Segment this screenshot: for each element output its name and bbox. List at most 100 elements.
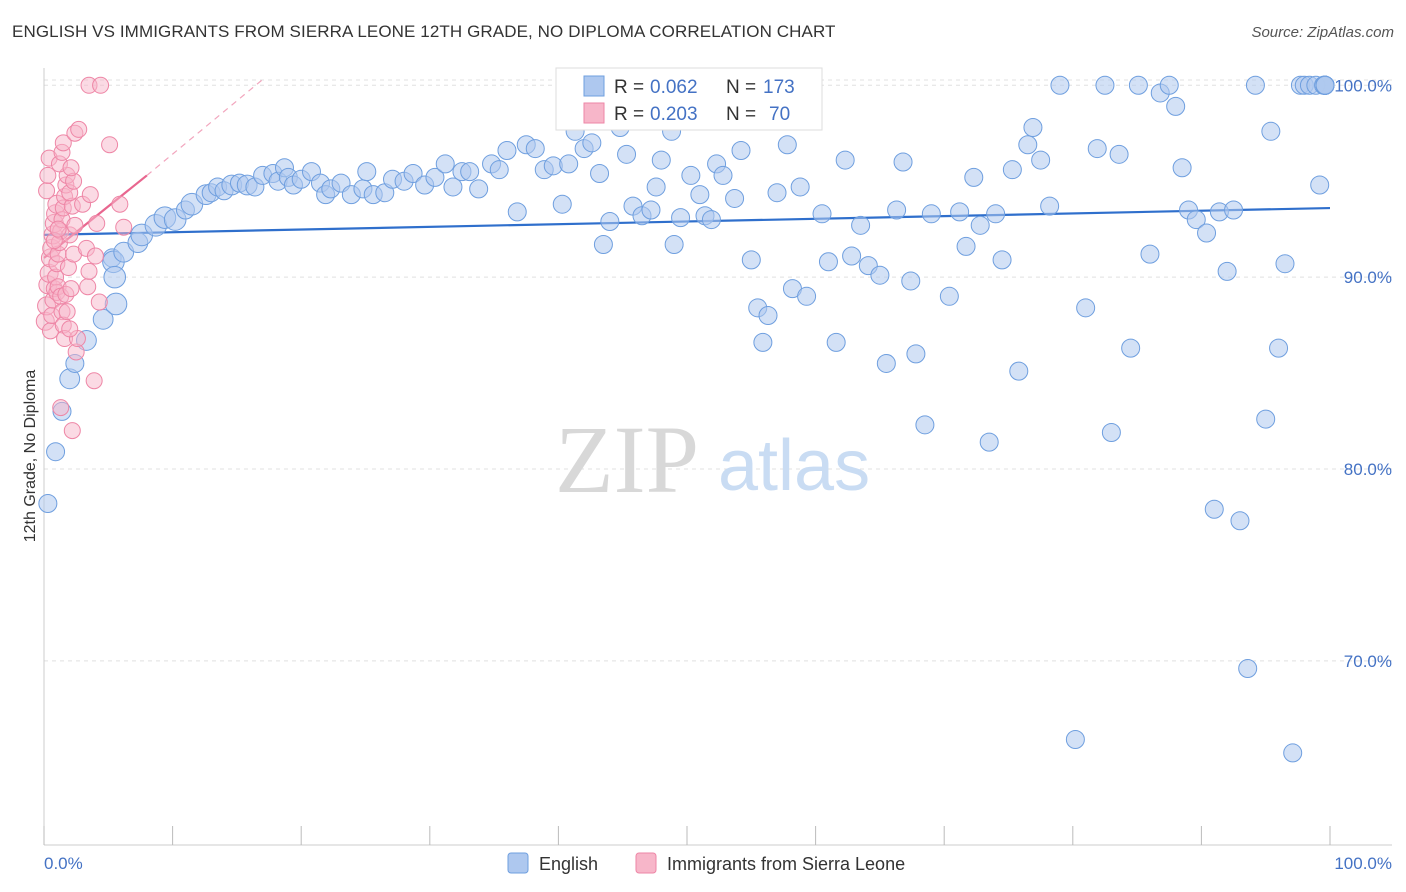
english-point [664, 235, 684, 255]
english-point [835, 150, 855, 170]
english-point [1031, 150, 1051, 170]
english-point [1095, 75, 1115, 95]
legend-sierra-r-value: 0.203 [650, 104, 698, 125]
english-point [725, 188, 745, 208]
english-point [1245, 75, 1265, 95]
y-axis-title: 12th Grade, No Diploma [22, 370, 39, 543]
english-point [1224, 200, 1244, 220]
english-point [956, 236, 976, 256]
english-point [469, 179, 489, 199]
english-point [1002, 160, 1022, 180]
watermark-atlas: atlas [718, 426, 870, 506]
sierra-leone-trend-extension [146, 79, 264, 176]
english-point [1109, 144, 1129, 164]
english-point [1197, 223, 1217, 243]
english-point [1275, 254, 1295, 274]
english-point [1040, 196, 1060, 216]
source-label: Source: ZipAtlas.com [1251, 24, 1394, 41]
sierra-leone-point [88, 214, 106, 232]
english-point [460, 162, 480, 182]
english-point [851, 215, 871, 235]
sierra-leone-point [111, 195, 129, 213]
english-point [915, 415, 935, 435]
english-point [646, 177, 666, 197]
english-point [986, 204, 1006, 224]
english-point [1128, 75, 1148, 95]
sierra-leone-point [66, 216, 84, 234]
sierra-leone-point [90, 293, 108, 311]
english-point [617, 144, 637, 164]
legend-english-r-label: R = [614, 77, 644, 98]
bottom-legend-sierra-label: Immigrants from Sierra Leone [667, 854, 905, 874]
english-point [1238, 658, 1258, 678]
english-point [641, 200, 661, 220]
english-point [1065, 729, 1085, 749]
legend-english-r-value: 0.062 [650, 77, 698, 98]
english-point [1261, 121, 1281, 141]
sierra-leone-point [61, 320, 79, 338]
sierra-leone-point [79, 278, 97, 296]
english-point [797, 286, 817, 306]
legend-english-swatch [583, 75, 605, 97]
sierra-leone-points [35, 76, 133, 440]
english-point [901, 271, 921, 291]
english-point [1009, 361, 1029, 381]
english-point [1256, 409, 1276, 429]
english-point [435, 154, 455, 174]
english-point [1140, 244, 1160, 264]
english-point [590, 164, 610, 184]
sierra-leone-point [63, 422, 81, 440]
english-point [1230, 511, 1250, 531]
english-point [1283, 743, 1303, 763]
english-point [1204, 499, 1224, 519]
bottom-legend-sierra-swatch [635, 852, 657, 874]
english-point [842, 246, 862, 266]
legend-sierra-swatch [583, 102, 605, 124]
sierra-leone-point [101, 136, 119, 154]
english-point [103, 265, 127, 289]
english-point [1217, 261, 1237, 281]
legend-sierra-n-label: N = [726, 104, 756, 125]
sierra-leone-point [115, 218, 133, 236]
english-point [906, 344, 926, 364]
english-point [593, 235, 613, 255]
english-point [701, 210, 721, 230]
english-point [921, 204, 941, 224]
sierra-leone-point [62, 280, 80, 298]
english-point [818, 252, 838, 272]
english-point [964, 167, 984, 187]
english-point [1172, 158, 1192, 178]
english-point [357, 162, 377, 182]
english-point [46, 442, 66, 462]
english-point [893, 152, 913, 172]
english-point [1315, 75, 1335, 95]
sierra-leone-point [38, 182, 56, 200]
english-point [876, 353, 896, 373]
english-point [1310, 175, 1330, 195]
english-point [1121, 338, 1141, 358]
english-point [489, 160, 509, 180]
sierra-leone-point [85, 372, 103, 390]
sierra-leone-point [92, 76, 110, 94]
english-point [559, 154, 579, 174]
sierra-leone-point [39, 166, 57, 184]
english-point [525, 139, 545, 159]
english-point [753, 332, 773, 352]
english-point [1186, 210, 1206, 230]
english-point [38, 494, 58, 514]
x-tick-label-min: 0.0% [44, 854, 83, 873]
legend-sierra-r-label: R = [614, 104, 644, 125]
bottom-legend-english-swatch [507, 852, 529, 874]
english-point [790, 177, 810, 197]
english-point [671, 208, 691, 228]
english-point [1166, 96, 1186, 116]
english-point [1269, 338, 1289, 358]
english-point [777, 135, 797, 155]
english-point [1087, 139, 1107, 159]
y-tick-label: 80.0% [1344, 460, 1392, 479]
english-point [600, 211, 620, 231]
legend-english-n-value: 173 [763, 77, 795, 98]
english-point [731, 140, 751, 160]
english-point [950, 202, 970, 222]
